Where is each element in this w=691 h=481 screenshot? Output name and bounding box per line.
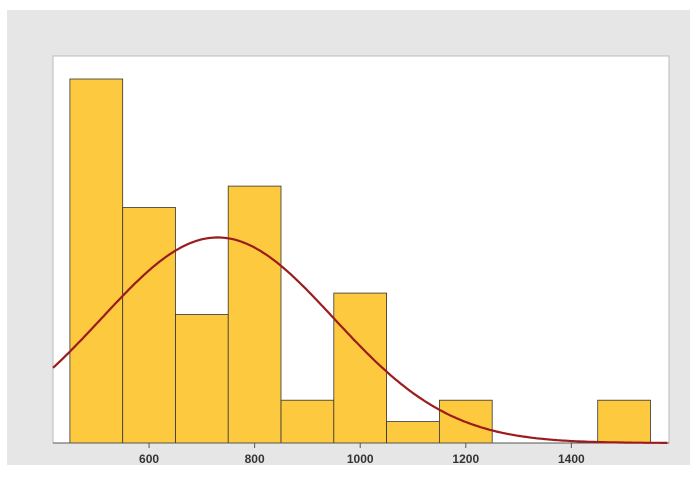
histogram-bar-950-1050 — [333, 292, 387, 444]
x-tick-label-1400: 1400 — [558, 452, 585, 465]
x-tick-label-1200: 1200 — [452, 452, 479, 465]
histogram-bar-1450-1550 — [597, 399, 651, 444]
histogram-bar-1050-1150 — [386, 421, 440, 444]
histogram-chart: 600 800 1000 1200 1400 — [52, 55, 670, 465]
histogram-bar-650-750 — [175, 314, 229, 444]
histogram-bar-750-850 — [227, 185, 282, 444]
chart-frame: 600 800 1000 1200 1400 — [7, 10, 690, 465]
x-ticks-layer: 600 800 1000 1200 1400 — [139, 443, 585, 465]
histogram-bar-850-950 — [280, 399, 335, 444]
x-tick-label-1000: 1000 — [347, 452, 374, 465]
normal-fit-curve — [52, 236, 668, 444]
bars-layer — [69, 78, 651, 444]
histogram-bar-450-550 — [69, 78, 124, 444]
histogram-bar-550-650 — [122, 207, 176, 444]
x-tick-label-600: 600 — [139, 452, 159, 465]
x-tick-label-800: 800 — [245, 452, 265, 465]
